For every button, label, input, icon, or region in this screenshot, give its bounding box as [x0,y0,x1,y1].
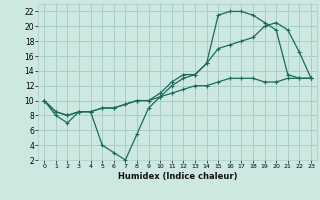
X-axis label: Humidex (Indice chaleur): Humidex (Indice chaleur) [118,172,237,181]
